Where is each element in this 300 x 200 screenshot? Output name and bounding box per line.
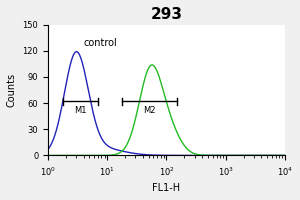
Text: M1: M1	[74, 106, 87, 115]
Title: 293: 293	[151, 7, 182, 22]
Text: control: control	[84, 38, 117, 48]
Y-axis label: Counts: Counts	[7, 73, 17, 107]
Text: M2: M2	[143, 106, 156, 115]
X-axis label: FL1-H: FL1-H	[152, 183, 181, 193]
